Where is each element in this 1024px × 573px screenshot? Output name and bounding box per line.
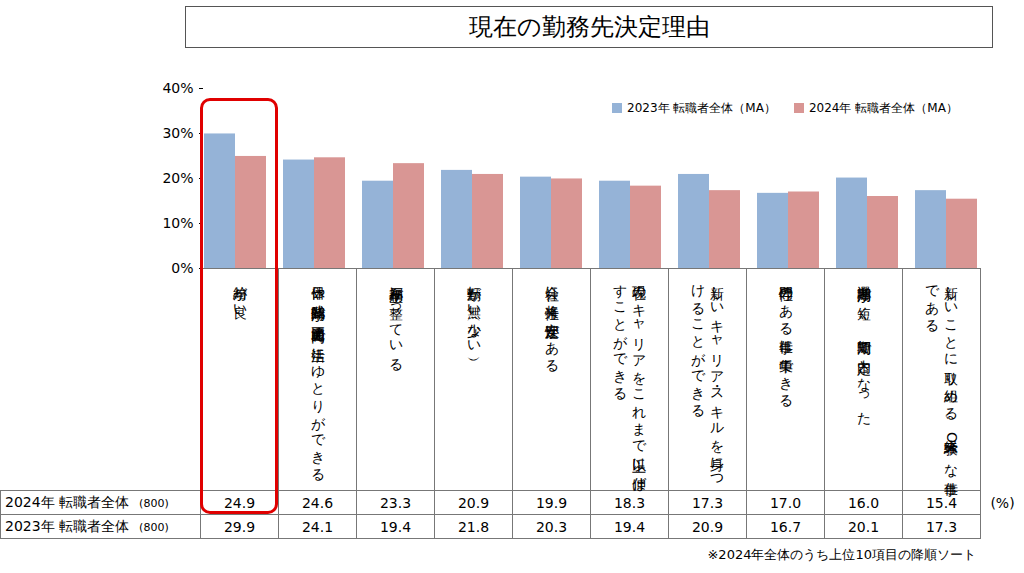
html-text:17.0: 17.0: [769, 494, 802, 511]
html-text:新しいキャリア・スキルを身につけることができる: 新しいキャリア・スキルを身につけることができる: [690, 275, 726, 482]
html-text:24.6: 24.6: [301, 494, 334, 511]
html-text:17.3: 17.3: [691, 494, 724, 511]
html-text:19.4: 19.4: [379, 518, 412, 535]
html-text:21.8: 21.8: [457, 518, 490, 535]
html-text:専門性のある仕事に集中できる: 専門性のある仕事に集中できる: [778, 275, 794, 401]
html-text:現在の勤務先決定理由: 現在の勤務先決定理由: [468, 13, 710, 41]
html-text:20.9: 20.9: [691, 518, 724, 535]
svg-text:40%: 40%: [162, 80, 193, 96]
svg-text:0%: 0%: [171, 260, 193, 276]
svg-text:20%: 20%: [162, 170, 193, 186]
html-text:福利厚生が整っている: 福利厚生が整っている: [388, 275, 404, 365]
html-text:18.3: 18.3: [613, 494, 646, 511]
html-text:※2024年全体のうち上位10項目の降順ソート: ※2024年全体のうち上位10項目の降順ソート: [707, 547, 976, 562]
html-text:選考期間が短く、短期間で内定となった: 選考期間が短く、短期間で内定となった: [856, 275, 872, 419]
html-text:転勤が無い（少ない）: 転勤が無い（少ない）: [466, 275, 482, 349]
html-text:29.9: 29.9: [223, 518, 256, 535]
html-text:(800): (800): [139, 520, 169, 534]
html-text:給与が良い: 給与が良い: [232, 275, 248, 312]
html-text:2023年 転職者全体（MA）: 2023年 転職者全体（MA）: [627, 101, 776, 115]
html-text:20.3: 20.3: [535, 518, 568, 535]
html-text:23.3: 23.3: [379, 494, 412, 511]
html-text:新しいことに取り組める、未経験OKな仕事である: 新しいことに取り組める、未経験OKな仕事である: [924, 275, 960, 474]
html-text:19.4: 19.4: [613, 518, 646, 535]
html-text:(800): (800): [139, 496, 169, 510]
html-text:休日や残業時間が適正範囲内で生活にゆとりができる: 休日や残業時間が適正範囲内で生活にゆとりができる: [310, 275, 326, 475]
html-text:24.1: 24.1: [301, 518, 334, 535]
html-text:20.1: 20.1: [847, 518, 880, 535]
svg-text:30%: 30%: [162, 125, 193, 141]
html-text:16.0: 16.0: [847, 494, 880, 511]
html-text:2024年 転職者全体（MA）: 2024年 転職者全体（MA）: [808, 101, 958, 115]
html-text:2024年 転職者全体: 2024年 転職者全体: [5, 493, 130, 510]
html-text:15.4: 15.4: [925, 494, 958, 511]
html-text:19.9: 19.9: [535, 494, 568, 511]
html-text:17.3: 17.3: [925, 518, 958, 535]
html-text:20.9: 20.9: [457, 494, 490, 511]
html-text:16.7: 16.7: [769, 518, 802, 535]
html-text:会社に将来性、安定性がある: 会社に将来性、安定性がある: [544, 275, 560, 366]
html-text:現在のキャリアをこれまで以上に伸ばすことができる: 現在のキャリアをこれまで以上に伸ばすことができる: [612, 275, 648, 484]
svg-text:10%: 10%: [162, 215, 193, 231]
html-text:2023年 転職者全体: 2023年 転職者全体: [5, 517, 130, 534]
html-text:24.9: 24.9: [223, 494, 256, 511]
